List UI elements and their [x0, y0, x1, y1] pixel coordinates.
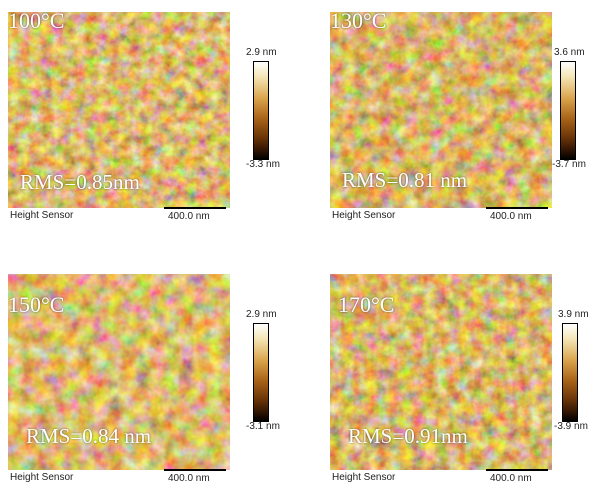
colorbar-max-label: 3.9 nm [558, 309, 589, 320]
colorbar-min-label: -3.7 nm [552, 159, 586, 170]
afm-panel-170c: 170°C RMS=0.91nm 3.9 nm -3.9 nm Height S… [322, 262, 605, 502]
afm-height-image [8, 274, 230, 470]
scale-bar-label: 400.0 nm [168, 473, 210, 484]
afm-height-image [8, 12, 230, 208]
temperature-label: 150°C [8, 292, 65, 317]
height-sensor-label: Height Sensor [10, 210, 74, 221]
height-colorbar [253, 61, 269, 160]
afm-texture [330, 12, 552, 208]
height-colorbar [253, 323, 269, 422]
colorbar-min-label: -3.1 nm [246, 421, 280, 432]
height-colorbar [562, 323, 578, 422]
height-sensor-label: Height Sensor [332, 472, 396, 483]
scale-bar-label: 400.0 nm [490, 211, 532, 222]
colorbar-max-label: 3.6 nm [554, 47, 585, 58]
scale-bar-label: 400.0 nm [490, 473, 532, 484]
afm-height-image [330, 12, 552, 208]
temperature-label: 170°C [338, 292, 395, 317]
afm-texture [8, 12, 230, 208]
colorbar-min-label: -3.3 nm [246, 159, 280, 170]
afm-panel-100c: 100°C RMS=0.85nm 2.9 nm -3.3 nm Height S… [0, 0, 300, 240]
colorbar-max-label: 2.9 nm [246, 47, 277, 58]
afm-texture [330, 274, 552, 470]
scale-bar [486, 207, 548, 209]
rms-label: RMS=0.85nm [20, 170, 140, 194]
temperature-label: 130°C [330, 8, 387, 33]
scale-bar [486, 469, 548, 471]
rms-label: RMS=0.84 nm [26, 424, 152, 448]
afm-height-image [330, 274, 552, 470]
temperature-label: 100°C [8, 8, 65, 33]
colorbar-min-label: -3.9 nm [554, 421, 588, 432]
height-sensor-label: Height Sensor [332, 210, 396, 221]
scale-bar [164, 469, 226, 471]
rms-label: RMS=0.81 nm [342, 168, 468, 192]
scale-bar-label: 400.0 nm [168, 211, 210, 222]
colorbar-max-label: 2.9 nm [246, 309, 277, 320]
afm-texture [8, 274, 230, 470]
scale-bar [164, 207, 226, 209]
afm-panel-150c: 150°C RMS=0.84 nm 2.9 nm -3.1 nm Height … [0, 262, 300, 502]
height-sensor-label: Height Sensor [10, 472, 74, 483]
rms-label: RMS=0.91nm [348, 424, 468, 448]
height-colorbar [560, 61, 576, 160]
afm-panel-130c: 130°C RMS=0.81 nm 3.6 nm -3.7 nm Height … [322, 0, 605, 240]
